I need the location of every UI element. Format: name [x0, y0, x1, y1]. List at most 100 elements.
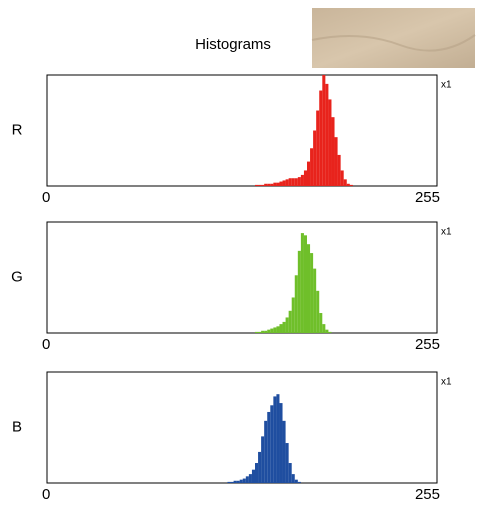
histogram-bar — [273, 182, 277, 186]
histogram-bar — [322, 324, 326, 333]
plot-frame — [46, 74, 438, 187]
histogram-bar — [245, 476, 249, 483]
histogram-bar — [340, 170, 344, 186]
histogram-bar — [282, 420, 286, 483]
histogram-bar — [297, 177, 301, 186]
histogram-bar — [264, 420, 268, 483]
histogram-bar — [230, 481, 234, 483]
histogram-bar — [325, 83, 329, 186]
histogram-bar — [291, 474, 295, 483]
scale-label: x1 — [441, 80, 452, 91]
x-tick-label: 255 — [415, 189, 440, 206]
histogram-bar — [294, 178, 298, 186]
histogram-bar — [273, 396, 277, 483]
histogram-bar — [276, 182, 280, 186]
histogram-bar — [227, 481, 231, 483]
histogram-bar — [267, 329, 271, 333]
histogram-bar — [343, 179, 347, 186]
histogram-bar — [328, 331, 332, 333]
histogram-bar — [300, 233, 304, 333]
histogram-bar — [291, 297, 295, 333]
histogram-bar — [307, 244, 311, 333]
histogram-bar — [322, 75, 326, 186]
histogram-bar — [331, 117, 335, 186]
histogram-bar — [258, 184, 262, 186]
histogram-bar — [316, 110, 320, 186]
histogram-bar — [288, 463, 292, 483]
histogram-bar — [270, 183, 274, 186]
histogram-bar — [279, 324, 283, 333]
histogram-bar — [258, 451, 262, 483]
histogram-bar — [233, 480, 237, 483]
histogram-bar — [242, 478, 246, 483]
histogram-bar — [267, 183, 271, 186]
thumbnail-texture — [311, 34, 476, 52]
plot-frame — [46, 371, 438, 484]
x-tick-label: 0 — [42, 486, 50, 502]
histogram-bar — [255, 184, 259, 186]
histogram-bar — [279, 403, 283, 483]
histogram-bar — [276, 326, 280, 333]
channel-label: R — [12, 121, 23, 138]
histogram-bar — [285, 443, 289, 483]
histogram-bar — [258, 331, 262, 333]
histogram-bar — [267, 411, 271, 483]
histogram-bar — [285, 179, 289, 186]
histogram-bar — [334, 137, 338, 186]
x-tick-label: 255 — [415, 486, 440, 502]
histogram-bar — [346, 183, 350, 186]
histogram-bar — [264, 330, 268, 333]
histogram-bar — [261, 436, 265, 483]
channel-label: G — [11, 268, 23, 285]
histogram-bar — [313, 268, 317, 333]
histogram-bar — [328, 99, 332, 186]
histogram-bar — [294, 479, 298, 483]
histogram-bar — [255, 463, 259, 483]
image-thumbnail — [312, 8, 475, 68]
channel-label: B — [12, 418, 22, 435]
histogram-bar — [319, 90, 323, 186]
plot-frame — [46, 221, 438, 334]
histogram-bar — [279, 181, 283, 186]
histogram-bar — [251, 469, 255, 483]
histogram-bar — [310, 253, 314, 333]
histogram-bar — [316, 290, 320, 333]
histogram-bar — [349, 184, 353, 186]
histogram-bar — [261, 330, 265, 333]
histogram-bar — [273, 327, 277, 333]
histogram-bar — [282, 321, 286, 333]
histogram-bar — [248, 474, 252, 483]
histogram-bar — [294, 275, 298, 333]
histogram-bar — [337, 154, 341, 186]
x-tick-label: 0 — [42, 189, 50, 206]
histogram-bar — [270, 328, 274, 333]
histogram-bar — [255, 331, 259, 333]
histogram-bar — [239, 479, 243, 483]
histogram-bar — [236, 480, 240, 483]
histogram-bar — [297, 481, 301, 483]
histogram-bar — [288, 178, 292, 186]
histogram-bar — [282, 180, 286, 186]
histogram-bar — [285, 317, 289, 333]
histogram-bar — [288, 310, 292, 333]
histogram-bar — [261, 184, 265, 186]
histogram-bar — [313, 130, 317, 186]
scale-label: x1 — [441, 377, 452, 388]
window-title: Histograms — [195, 36, 271, 53]
histogram-bar — [307, 161, 311, 186]
histogram-bar — [310, 148, 314, 186]
x-tick-label: 255 — [415, 336, 440, 353]
histogram-bar — [276, 394, 280, 483]
histogram-bar — [319, 313, 323, 333]
x-tick-label: 0 — [42, 336, 50, 353]
histogram-bar — [297, 250, 301, 333]
histogram-bar — [270, 405, 274, 483]
histogram-bar — [264, 183, 268, 186]
histogram-bar — [303, 170, 307, 186]
histogram-bar — [291, 178, 295, 186]
scale-label: x1 — [441, 227, 452, 238]
histogram-bar — [303, 235, 307, 333]
histogram-bar — [325, 329, 329, 333]
histogram-bar — [300, 174, 304, 186]
